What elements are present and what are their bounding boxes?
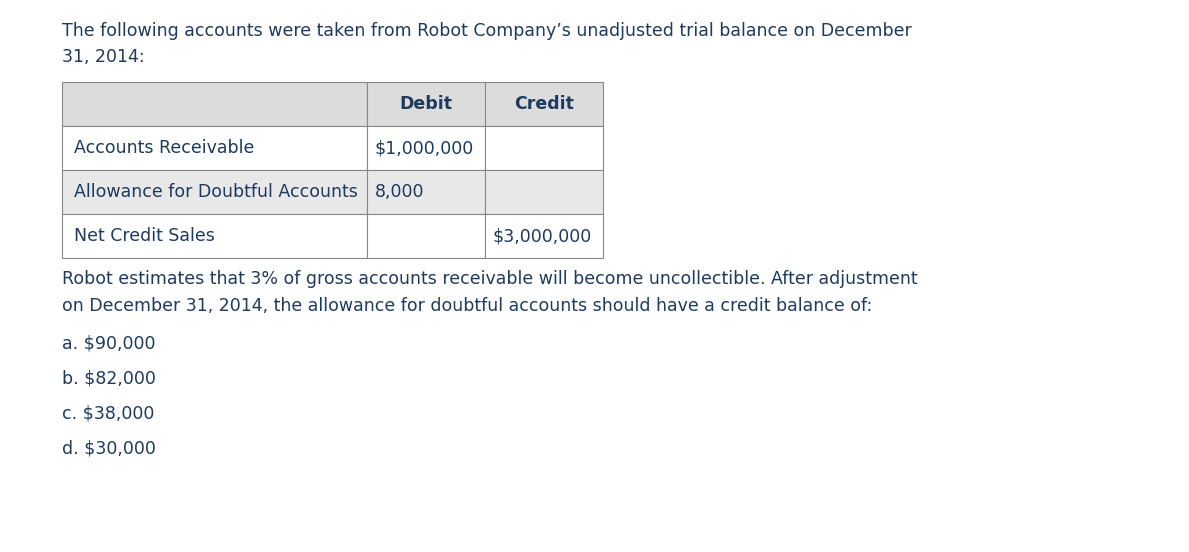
Text: Debit: Debit: [400, 95, 453, 113]
Text: c. $38,000: c. $38,000: [62, 405, 155, 422]
Text: a. $90,000: a. $90,000: [62, 335, 156, 353]
Text: 31, 2014:: 31, 2014:: [62, 49, 145, 66]
Text: on December 31, 2014, the allowance for doubtful accounts should have a credit b: on December 31, 2014, the allowance for …: [62, 296, 873, 315]
Text: The following accounts were taken from Robot Company’s unadjusted trial balance : The following accounts were taken from R…: [62, 22, 912, 40]
Text: 8,000: 8,000: [375, 183, 424, 201]
Text: Accounts Receivable: Accounts Receivable: [74, 139, 254, 157]
Text: $3,000,000: $3,000,000: [493, 227, 592, 245]
Text: b. $82,000: b. $82,000: [62, 369, 156, 388]
Text: $1,000,000: $1,000,000: [375, 139, 474, 157]
Text: Robot estimates that 3% of gross accounts receivable will become uncollectible. : Robot estimates that 3% of gross account…: [62, 270, 918, 288]
Text: Allowance for Doubtful Accounts: Allowance for Doubtful Accounts: [74, 183, 358, 201]
Text: Credit: Credit: [514, 95, 574, 113]
Text: Net Credit Sales: Net Credit Sales: [74, 227, 215, 245]
Text: d. $30,000: d. $30,000: [62, 439, 156, 458]
